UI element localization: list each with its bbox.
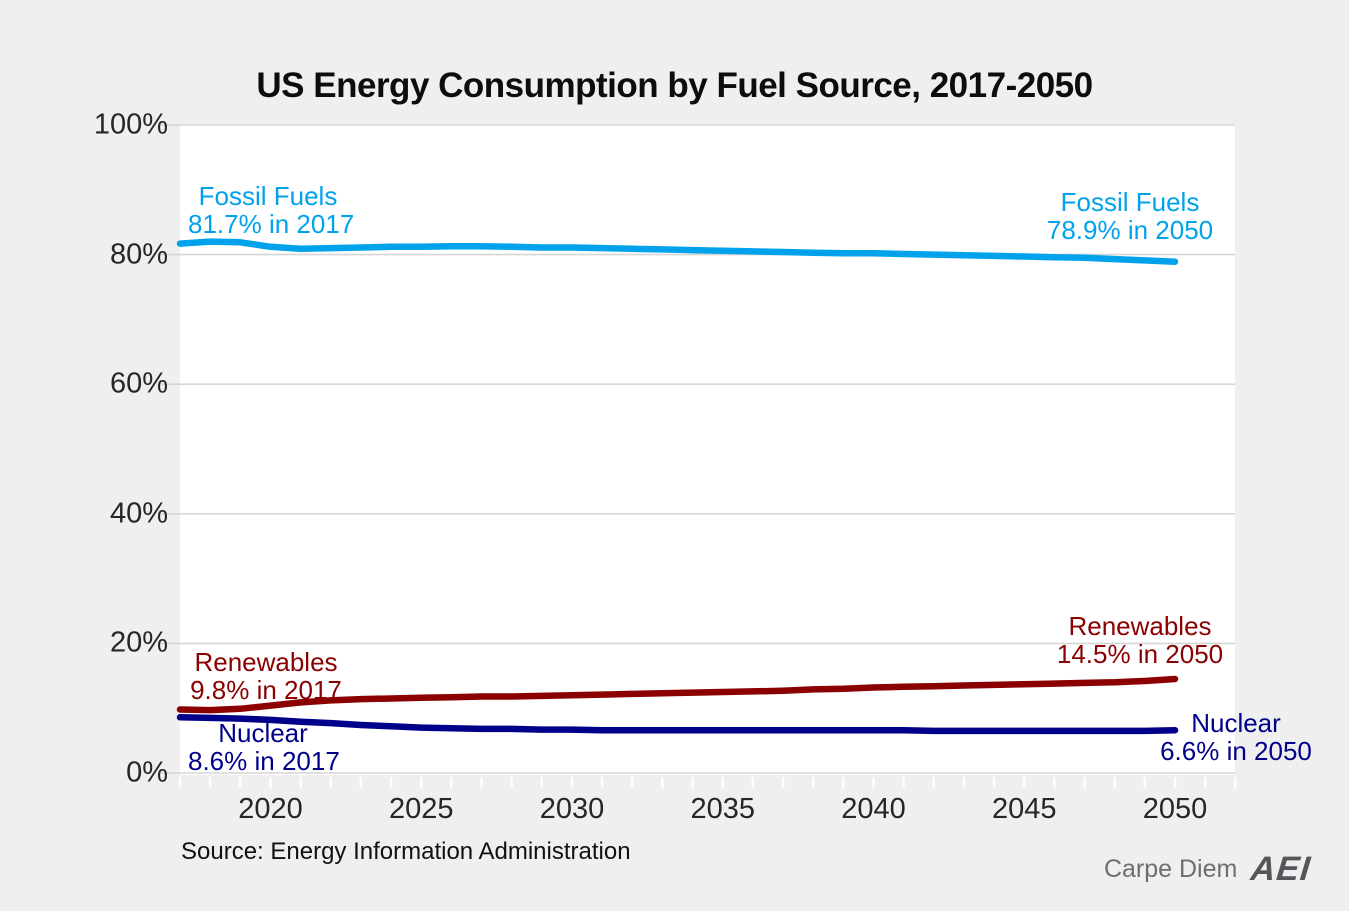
annotation-renewables-end-series: Renewables xyxy=(1068,611,1212,641)
x-axis-label-2050: 2050 xyxy=(1142,793,1208,825)
branding: Carpe Diem AEI xyxy=(1103,850,1314,889)
y-axis-label-40%: 40% xyxy=(109,497,168,530)
annotation-fossil-start-value: 81.7% in 2017 xyxy=(188,209,355,239)
x-axis-label-2035: 2035 xyxy=(690,793,755,825)
annotation-nuclear-start: Nuclear 8.6% in 2017 xyxy=(188,718,340,776)
annotation-renewables-start-value: 9.8% in 2017 xyxy=(190,675,342,705)
annotation-fossil-end-value: 78.9% in 2050 xyxy=(1046,215,1214,245)
x-axis-label-2040: 2040 xyxy=(841,793,906,825)
annotation-fossil-end-series: Fossil Fuels xyxy=(1060,187,1200,217)
aei-logo: AEI xyxy=(1249,850,1314,888)
annotation-nuclear-start-value: 8.6% in 2017 xyxy=(188,746,340,776)
y-axis-label-20%: 20% xyxy=(109,626,168,659)
annotation-nuclear-end-value: 6.6% in 2050 xyxy=(1160,736,1312,766)
x-axis-label-2030: 2030 xyxy=(539,793,605,825)
y-axis-label-80%: 80% xyxy=(109,238,168,271)
annotation-nuclear-end: Nuclear 6.6% in 2050 xyxy=(1145,709,1327,765)
x-axis-label-2020: 2020 xyxy=(238,793,303,825)
x-axis-label-2045: 2045 xyxy=(991,793,1057,825)
annotation-fossil-start: Fossil Fuels 81.7% in 2017 xyxy=(188,181,355,239)
x-axis-label-2025: 2025 xyxy=(388,793,454,825)
annotation-renewables-end: Renewables 14.5% in 2050 xyxy=(1045,612,1235,668)
chart-title: US Energy Consumption by Fuel Source, 20… xyxy=(256,66,1093,105)
annotation-renewables-start: Renewables 9.8% in 2017 xyxy=(190,648,342,704)
plot-area xyxy=(180,124,1235,775)
carpe-diem-label: Carpe Diem xyxy=(1103,855,1238,883)
annotation-nuclear-end-series: Nuclear xyxy=(1191,708,1281,738)
y-axis-label-0%: 0% xyxy=(126,756,168,789)
annotation-fossil-start-series: Fossil Fuels xyxy=(198,181,338,211)
y-axis-label-60%: 60% xyxy=(109,367,168,400)
annotation-renewables-end-value: 14.5% in 2050 xyxy=(1056,639,1224,669)
source-note: Source: Energy Information Administratio… xyxy=(181,838,631,865)
y-axis-label-100%: 100% xyxy=(93,108,168,141)
annotation-fossil-end: Fossil Fuels 78.9% in 2050 xyxy=(1035,188,1225,244)
annotation-renewables-start-series: Renewables xyxy=(194,647,338,677)
annotation-nuclear-start-series: Nuclear xyxy=(218,718,308,748)
